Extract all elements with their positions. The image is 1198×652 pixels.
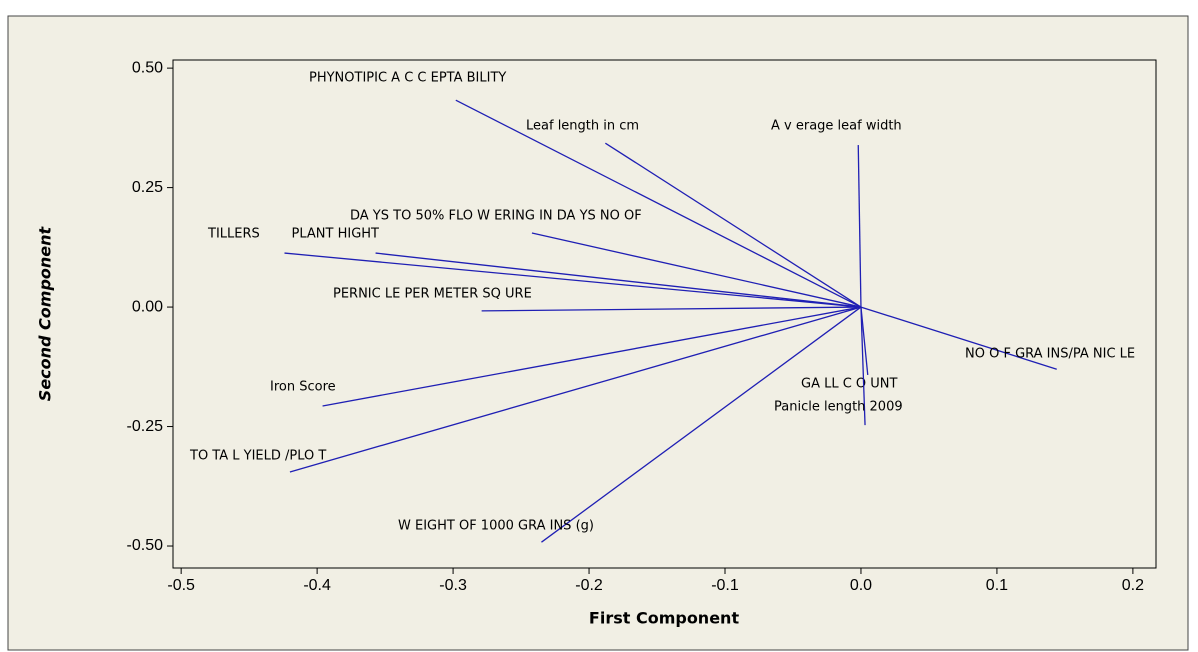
y-tick-label: -0.50	[127, 537, 164, 554]
loading-vector	[857, 145, 862, 308]
loading-vector	[541, 306, 862, 543]
loading-vector	[860, 306, 1057, 370]
vector-label: Iron Score	[270, 380, 336, 395]
vector-label: PHYNOTIPIC A C C EPTA BILITY	[309, 71, 506, 86]
loading-vector	[605, 142, 862, 308]
x-tick-label: -0.4	[303, 577, 331, 594]
vector-label: GA LL C O UNT	[801, 377, 898, 392]
x-axis-label: First Component	[589, 609, 740, 628]
vector-label: NO O F GRA INS/PA NIC LE	[965, 347, 1135, 362]
loading-vector	[860, 307, 869, 375]
loading-vector	[289, 306, 862, 473]
y-tick-label: 0.25	[132, 179, 163, 196]
x-tick-label: 0.2	[1122, 577, 1144, 594]
y-tick-label: -0.25	[127, 418, 164, 435]
vector-label: TO TA L YIELD /PLO T	[189, 449, 326, 464]
x-tick-label: -0.5	[167, 577, 195, 594]
vector-label: PLANT HIGHT	[292, 227, 380, 242]
loading-vector	[322, 306, 862, 407]
y-axis-label: Second Component	[36, 225, 55, 401]
y-tick-label: 0.00	[132, 298, 163, 315]
vector-label: A v erage leaf width	[771, 119, 902, 134]
vector-label: W EIGHT OF 1000 GRA INS (g)	[398, 519, 594, 534]
vector-label: PERNIC LE PER METER SQ URE	[333, 287, 532, 302]
y-tick-label: 0.50	[132, 59, 163, 76]
x-tick-label: -0.1	[711, 577, 739, 594]
x-tick-label: 0.0	[850, 577, 872, 594]
x-tick-label: 0.1	[986, 577, 1008, 594]
x-tick-label: -0.3	[439, 577, 467, 594]
loading-vector	[531, 232, 862, 308]
loading-vector	[860, 307, 866, 426]
loading-vector	[375, 252, 862, 308]
vector-label: Panicle length 2009	[774, 400, 903, 415]
vector-label: Leaf length in cm	[526, 119, 639, 134]
x-tick-label: -0.2	[575, 577, 603, 594]
loading-vector	[481, 306, 861, 312]
loading-vector	[284, 252, 862, 308]
plot-area	[172, 59, 1157, 569]
vector-label: TILLERS	[207, 227, 260, 242]
loading-vector	[455, 99, 862, 308]
vector-label: DA YS TO 50% FLO W ERING IN DA YS NO OF	[350, 209, 642, 224]
